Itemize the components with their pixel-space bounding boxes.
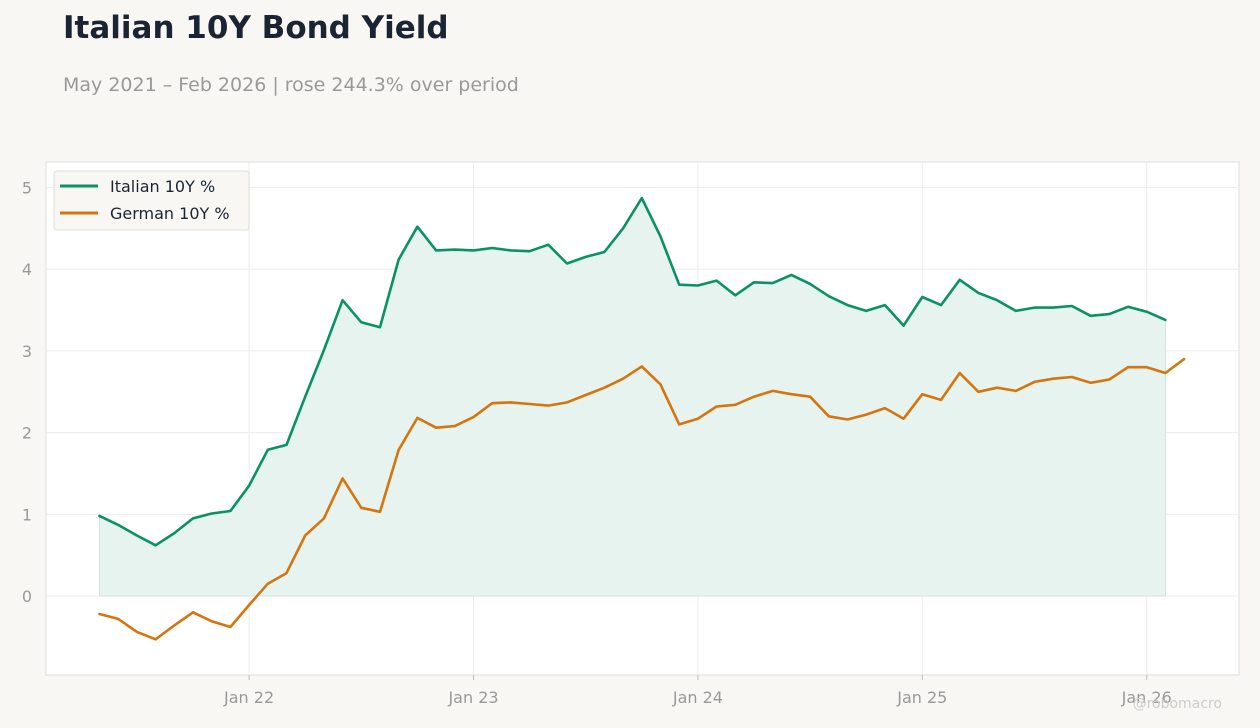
x-tick-label: Jan 23 — [447, 688, 498, 707]
x-tick-label: Jan 24 — [672, 688, 723, 707]
chart-subtitle: May 2021 – Feb 2026 | rose 244.3% over p… — [63, 74, 519, 96]
chart-title: Italian 10Y Bond Yield — [63, 10, 449, 46]
x-tick-label: Jan 26 — [1121, 688, 1172, 707]
y-tick-label: 1 — [22, 505, 32, 524]
series-line-italian — [98, 196, 1167, 547]
legend-label: German 10Y % — [110, 204, 230, 223]
y-tick-label: 0 — [22, 587, 32, 606]
x-tick-label: Jan 22 — [223, 688, 274, 707]
watermark: @robomacro — [1132, 696, 1222, 712]
y-tick-label: 5 — [22, 179, 32, 198]
y-tick-label: 2 — [22, 424, 32, 443]
legend: Italian 10Y % German 10Y % — [53, 170, 250, 231]
tick-layer: 0 1 2 3 4 5 Jan 22 Jan 23 Jan 24 Jan 25 Jan 26 — [22, 179, 1172, 708]
x-tick-label: Jan 25 — [896, 688, 947, 707]
legend-items: Italian 10Y % German 10Y % — [60, 177, 230, 223]
y-tick-label: 3 — [22, 342, 32, 361]
series-layer — [98, 196, 1186, 641]
y-tick-label: 4 — [22, 260, 32, 279]
legend-box — [53, 170, 250, 231]
series-line-german — [98, 357, 1186, 641]
legend-label: Italian 10Y % — [110, 177, 215, 196]
